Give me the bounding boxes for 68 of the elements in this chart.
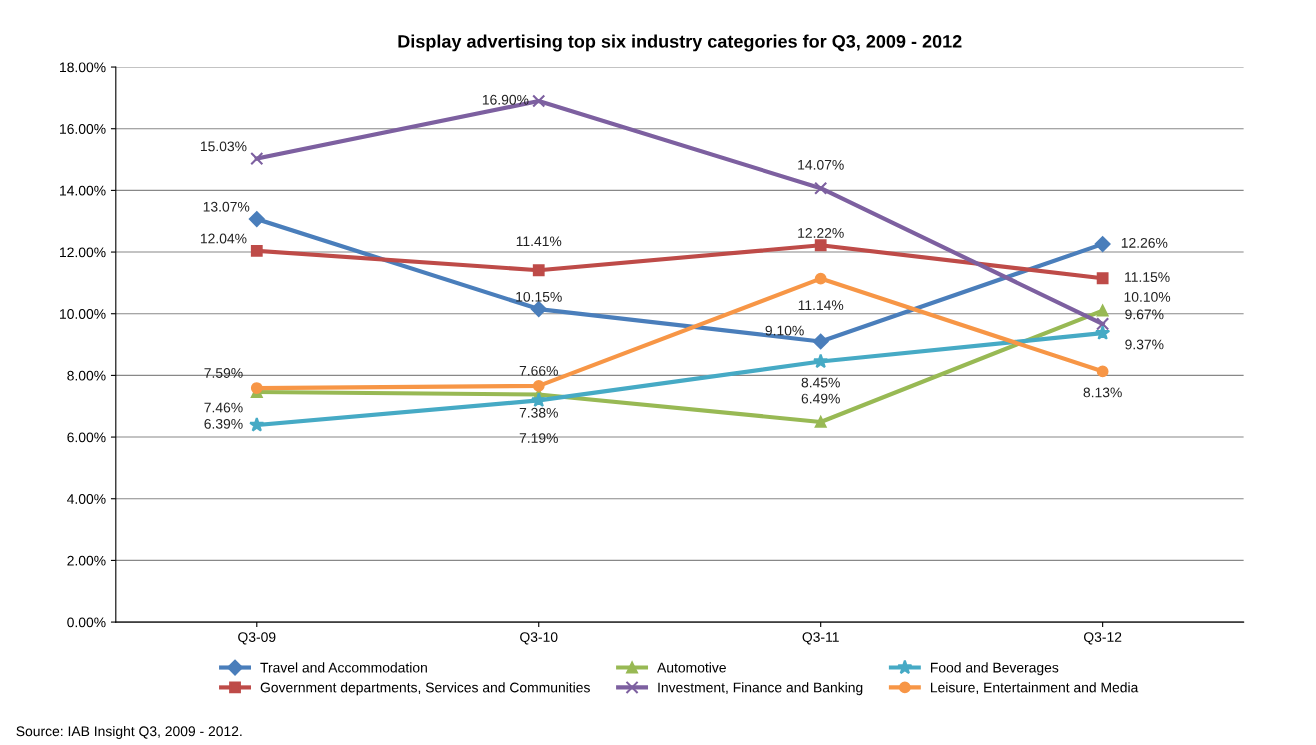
data-label: 9.37% [1125, 339, 1164, 350]
y-tick-label: 8.00% [67, 370, 106, 381]
data-label: 8.45% [801, 377, 840, 388]
point [813, 353, 829, 369]
data-label: 7.38% [519, 407, 558, 418]
data-label: 9.10% [765, 325, 804, 336]
y-tick-label: 0.00% [67, 617, 106, 628]
y-tick-label: 12.00% [60, 247, 106, 258]
point [1095, 325, 1111, 340]
data-label: 15.03% [200, 141, 247, 152]
point [814, 181, 828, 195]
legend-label: Food and Beverages [930, 662, 1059, 676]
data-label: 14.07% [798, 159, 844, 170]
point [1096, 317, 1110, 331]
data-label: 7.19% [519, 433, 558, 443]
legend-label: Government departments, Services and Communities [260, 682, 590, 696]
x-tick-label: Q3-12 [1084, 632, 1122, 645]
x-tick-label: Q3-09 [238, 632, 276, 645]
point [250, 152, 264, 166]
point [248, 211, 265, 227]
y-tick-label: 18.00% [60, 62, 106, 73]
point [532, 94, 546, 108]
data-label: 9.67% [1125, 309, 1164, 320]
point [1096, 272, 1109, 285]
data-label: 12.26% [1121, 237, 1168, 248]
x-tick-label: Q3-11 [802, 632, 839, 645]
legend-label: Travel and Accommodation [260, 662, 427, 673]
x-tick-label: Q3-10 [520, 632, 558, 645]
data-label: 6.49% [801, 393, 840, 404]
data-label: 10.15% [516, 291, 562, 302]
point [814, 416, 827, 428]
data-label: 7.59% [204, 368, 243, 378]
point [1096, 304, 1109, 317]
data-label: 11.14% [798, 300, 844, 311]
data-label: 16.90% [482, 94, 529, 105]
data-label: 6.39% [204, 418, 243, 429]
legend-label: Leisure, Entertainment and Media [930, 682, 1139, 695]
data-label: 12.22% [798, 228, 844, 238]
point [814, 272, 827, 285]
data-label: 13.07% [203, 201, 250, 212]
y-tick-label: 4.00% [67, 494, 106, 504]
source-note: Source: IAB Insight Q3, 2009 - 2012. [16, 725, 242, 739]
point [814, 239, 827, 252]
point [532, 379, 545, 392]
point [812, 333, 829, 350]
point [249, 417, 265, 432]
point [1094, 236, 1111, 252]
point [250, 382, 263, 394]
point [250, 244, 263, 257]
data-label: 12.04% [200, 233, 247, 244]
legend-label: Investment, Finance and Banking [658, 682, 863, 696]
data-label: 8.13% [1083, 387, 1122, 398]
point [532, 264, 545, 277]
chart-title: Display advertising top six industry categories for Q3, 2009 - 2012 [398, 34, 962, 52]
y-tick-label: 6.00% [67, 432, 106, 443]
data-label: 7.46% [204, 402, 243, 413]
y-tick-label: 2.00% [67, 555, 106, 566]
data-label: 7.66% [519, 365, 558, 376]
data-label: 11.15% [1125, 272, 1170, 282]
point [530, 301, 547, 318]
y-tick-label: 16.00% [60, 124, 106, 134]
y-tick-label: 14.00% [60, 185, 106, 196]
point [531, 392, 547, 408]
data-label: 10.10% [1124, 292, 1171, 302]
y-tick-label: 10.00% [60, 309, 106, 319]
legend-label: Automotive [657, 662, 726, 673]
data-label: 11.41% [516, 236, 562, 247]
point [1096, 365, 1109, 378]
